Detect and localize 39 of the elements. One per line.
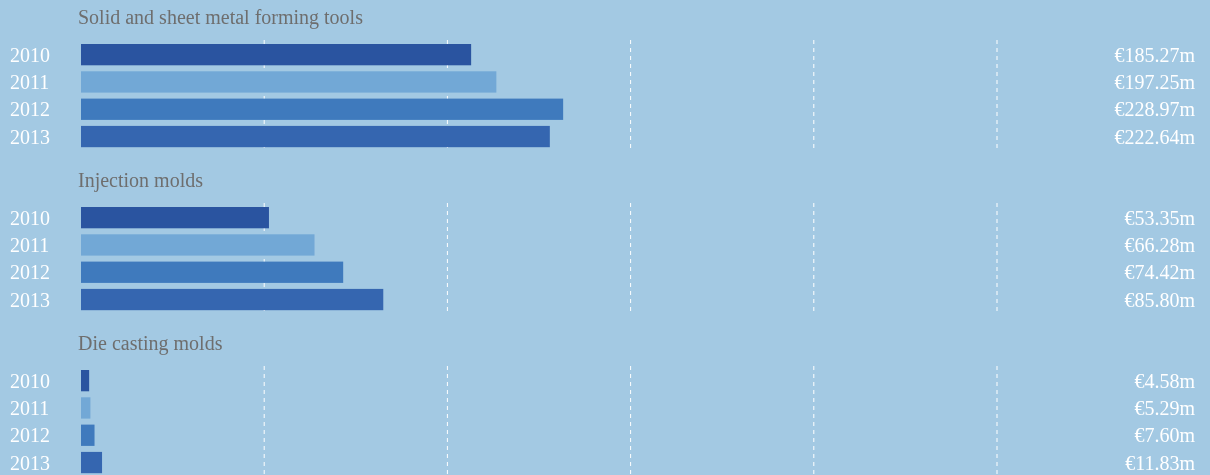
bar (81, 207, 269, 229)
y-tick-label: 2010 (10, 206, 50, 229)
bar (81, 234, 315, 256)
chart-title: Injection molds (78, 169, 204, 192)
y-tick-label: 2012 (10, 424, 50, 447)
data-label: €185.27m (1114, 43, 1196, 66)
data-label: €228.97m (1114, 98, 1196, 121)
data-label: €5.29m (1134, 396, 1196, 419)
data-label: €7.60m (1134, 424, 1196, 447)
y-tick-label: 2013 (10, 125, 50, 148)
chart-title: Die casting molds (78, 332, 223, 355)
data-label: €53.35m (1124, 206, 1196, 229)
y-tick-label: 2011 (10, 70, 50, 93)
bar (81, 98, 564, 120)
data-label: €85.80m (1124, 288, 1196, 311)
bar (81, 424, 95, 446)
y-tick-label: 2013 (10, 288, 50, 311)
y-tick-label: 2012 (10, 261, 50, 284)
y-tick-label: 2010 (10, 43, 50, 66)
bar (81, 397, 91, 419)
data-label: €222.64m (1114, 125, 1196, 148)
y-tick-label: 2013 (10, 451, 50, 474)
bar (81, 44, 472, 66)
bar (81, 370, 90, 392)
data-label: €197.25m (1114, 70, 1196, 93)
y-tick-label: 2012 (10, 98, 50, 121)
bar (81, 71, 497, 93)
data-label: €74.42m (1124, 261, 1196, 284)
data-label: €66.28m (1124, 233, 1196, 256)
data-label: €4.58m (1134, 369, 1196, 392)
y-tick-label: 2011 (10, 233, 50, 256)
bar (81, 125, 550, 148)
y-tick-label: 2011 (10, 396, 50, 419)
bar (81, 451, 103, 474)
bar (81, 261, 344, 283)
chart-title: Solid and sheet metal forming tools (78, 6, 364, 29)
data-label: €11.83m (1125, 451, 1196, 474)
y-tick-label: 2010 (10, 369, 50, 392)
bar (81, 288, 384, 311)
